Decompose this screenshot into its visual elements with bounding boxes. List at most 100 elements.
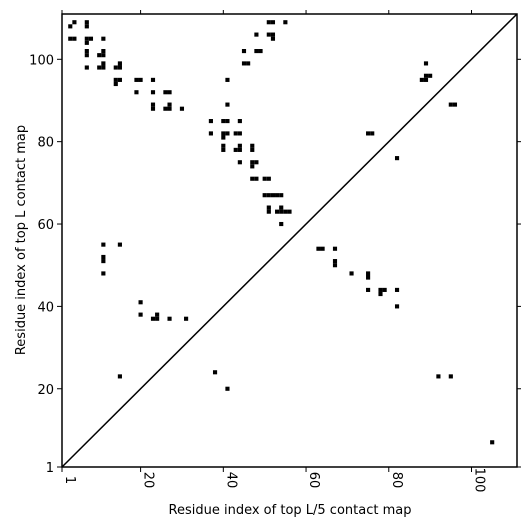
contact-point-top-l (283, 20, 288, 25)
contact-point-top-l5 (423, 77, 429, 82)
contact-point-top-l (262, 193, 267, 198)
contact-point-top-l (84, 36, 89, 41)
contact-point-top-l (225, 77, 230, 82)
contact-point-top-l (97, 53, 102, 58)
contact-point-top-l5 (101, 259, 106, 264)
contact-point-top-l (101, 36, 106, 41)
contact-point-top-l (150, 102, 156, 107)
contact-point-top-l5 (382, 287, 387, 292)
y-tick-label: 60 (37, 218, 54, 233)
contact-point-top-l (246, 61, 251, 66)
contact-point-top-l (270, 20, 276, 25)
contact-point-top-l5 (378, 291, 383, 297)
contact-point-top-l5 (332, 263, 338, 268)
contact-point-top-l (221, 135, 226, 140)
contact-point-top-l5 (366, 271, 371, 276)
contact-point-top-l (250, 147, 255, 152)
contact-point-top-l (237, 143, 242, 148)
contact-point-top-l (266, 20, 271, 25)
contact-point-top-l (134, 77, 139, 82)
contact-point-top-l (241, 61, 247, 66)
contact-point-top-l (279, 221, 284, 227)
contact-point-top-l5 (101, 271, 106, 276)
x-tick-label: 1 (62, 476, 77, 484)
contact-point-top-l (225, 119, 230, 124)
contact-point-top-l (117, 61, 122, 66)
contact-point-top-l5 (155, 312, 160, 317)
contact-point-top-l (241, 49, 247, 54)
plot-frame (61, 13, 518, 468)
contact-point-top-l (266, 205, 271, 210)
contact-point-top-l (84, 53, 89, 58)
contact-point-top-l5 (366, 287, 371, 292)
contact-point-top-l (266, 193, 271, 198)
contact-points (68, 20, 495, 445)
contact-point-top-l (221, 143, 226, 148)
contact-point-top-l5 (436, 374, 441, 379)
contact-point-top-l (150, 77, 156, 82)
contact-point-top-l (237, 160, 242, 165)
x-tick-label: 80 (389, 472, 404, 489)
contact-point-top-l (138, 77, 143, 82)
contact-point-top-l5 (448, 374, 453, 379)
contact-point-top-l (167, 106, 172, 111)
contact-point-top-l (150, 106, 156, 111)
contact-point-top-l (266, 176, 271, 181)
contact-point-top-l (101, 65, 106, 70)
y-tick-label: 40 (37, 300, 54, 315)
contact-point-top-l5 (155, 316, 160, 321)
contact-point-top-l (150, 90, 156, 95)
contact-point-top-l5 (394, 304, 400, 309)
contact-point-top-l (208, 131, 213, 136)
contact-point-top-l (225, 131, 230, 136)
contact-point-top-l5 (138, 312, 143, 317)
contact-point-top-l (68, 24, 73, 29)
contact-point-top-l5 (316, 246, 321, 251)
contact-point-top-l (84, 65, 89, 70)
contact-point-top-l (134, 90, 139, 95)
y-tick-label: 100 (29, 53, 54, 68)
contact-point-top-l5 (452, 102, 458, 107)
contact-point-top-l (117, 65, 122, 70)
contact-point-top-l5 (320, 246, 325, 251)
contact-point-top-l5 (394, 156, 400, 161)
contact-point-top-l5 (225, 386, 230, 391)
contact-point-top-l (221, 147, 226, 152)
contact-point-top-l (287, 209, 292, 214)
contact-point-top-l (221, 119, 226, 124)
contact-point-top-l (279, 193, 284, 198)
contact-point-top-l (266, 32, 271, 37)
contact-point-top-l (167, 102, 172, 107)
contact-point-top-l5 (167, 316, 172, 321)
contact-point-top-l (270, 36, 276, 41)
contact-point-top-l5 (101, 242, 106, 247)
contact-point-top-l (84, 49, 89, 54)
contact-point-top-l (208, 119, 213, 124)
contact-point-top-l (254, 32, 259, 37)
y-tick-label: 80 (37, 136, 54, 151)
y-tick-label: 20 (37, 383, 54, 398)
contact-point-top-l (279, 209, 284, 214)
contact-point-top-l5 (490, 440, 495, 445)
contact-point-top-l (254, 160, 259, 165)
contact-point-top-l (163, 90, 168, 95)
contact-point-top-l (72, 20, 77, 25)
contact-point-top-l5 (366, 275, 371, 280)
contact-point-top-l5 (150, 316, 156, 321)
contact-point-top-l5 (428, 73, 433, 78)
diagonal-line (61, 13, 518, 468)
contact-point-top-l (254, 176, 259, 181)
contact-point-top-l (283, 209, 288, 214)
contact-point-top-l (113, 81, 118, 87)
contact-point-top-l (275, 209, 280, 214)
contact-point-top-l5 (117, 242, 122, 247)
contact-point-top-l (101, 53, 106, 58)
contact-point-top-l5 (138, 300, 143, 305)
contact-point-top-l (279, 205, 284, 210)
contact-point-top-l5 (423, 61, 429, 66)
contact-point-top-l (68, 36, 73, 41)
contact-point-top-l5 (332, 259, 338, 264)
x-tick-label: 100 (472, 468, 487, 493)
